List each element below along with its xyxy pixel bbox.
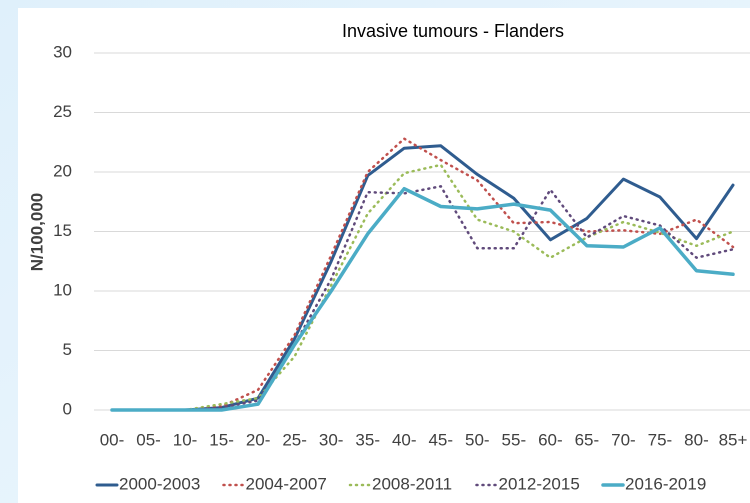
y-tick-label: 20 [53,161,72,180]
x-tick-label: 20- [246,430,271,449]
x-tick-label: 55- [502,430,527,449]
series-line [110,163,735,412]
legend-label: 2000-2003 [119,474,200,493]
x-tick-label: 50- [465,430,490,449]
legend-label: 2016-2019 [625,474,706,493]
y-tick-label: 5 [63,340,72,359]
x-tick-label: 75- [648,430,673,449]
y-tick-label: 10 [53,280,72,299]
x-tick-label: 80- [684,430,709,449]
x-tick-label: 60- [538,430,563,449]
x-tick-label: 70- [611,430,636,449]
legend-label: 2012-2015 [499,474,580,493]
x-tick-label: 65- [575,430,600,449]
legend-label: 2004-2007 [246,474,327,493]
y-axis-label: N/100,000 [27,193,46,271]
legend-label: 2008-2011 [372,474,452,493]
series-line [110,186,735,412]
x-tick-label: 30- [319,430,344,449]
chart-title: Invasive tumours - Flanders [342,21,564,41]
series-line [110,185,735,412]
x-tick-label: 10- [173,430,198,449]
y-tick-label: 25 [53,102,72,121]
x-tick-label: 05- [136,430,161,449]
x-tick-label: 15- [209,430,234,449]
x-tick-label: 45- [428,430,453,449]
x-tick-label: 85+ [719,430,748,449]
x-tick-label: 35- [355,430,380,449]
y-tick-label: 30 [53,42,72,61]
x-tick-label: 00- [100,430,125,449]
chart-area [18,8,750,503]
y-tick-label: 15 [53,221,72,240]
y-tick-label: 0 [63,399,72,418]
x-tick-label: 40- [392,430,417,449]
x-tick-label: 25- [282,430,307,449]
